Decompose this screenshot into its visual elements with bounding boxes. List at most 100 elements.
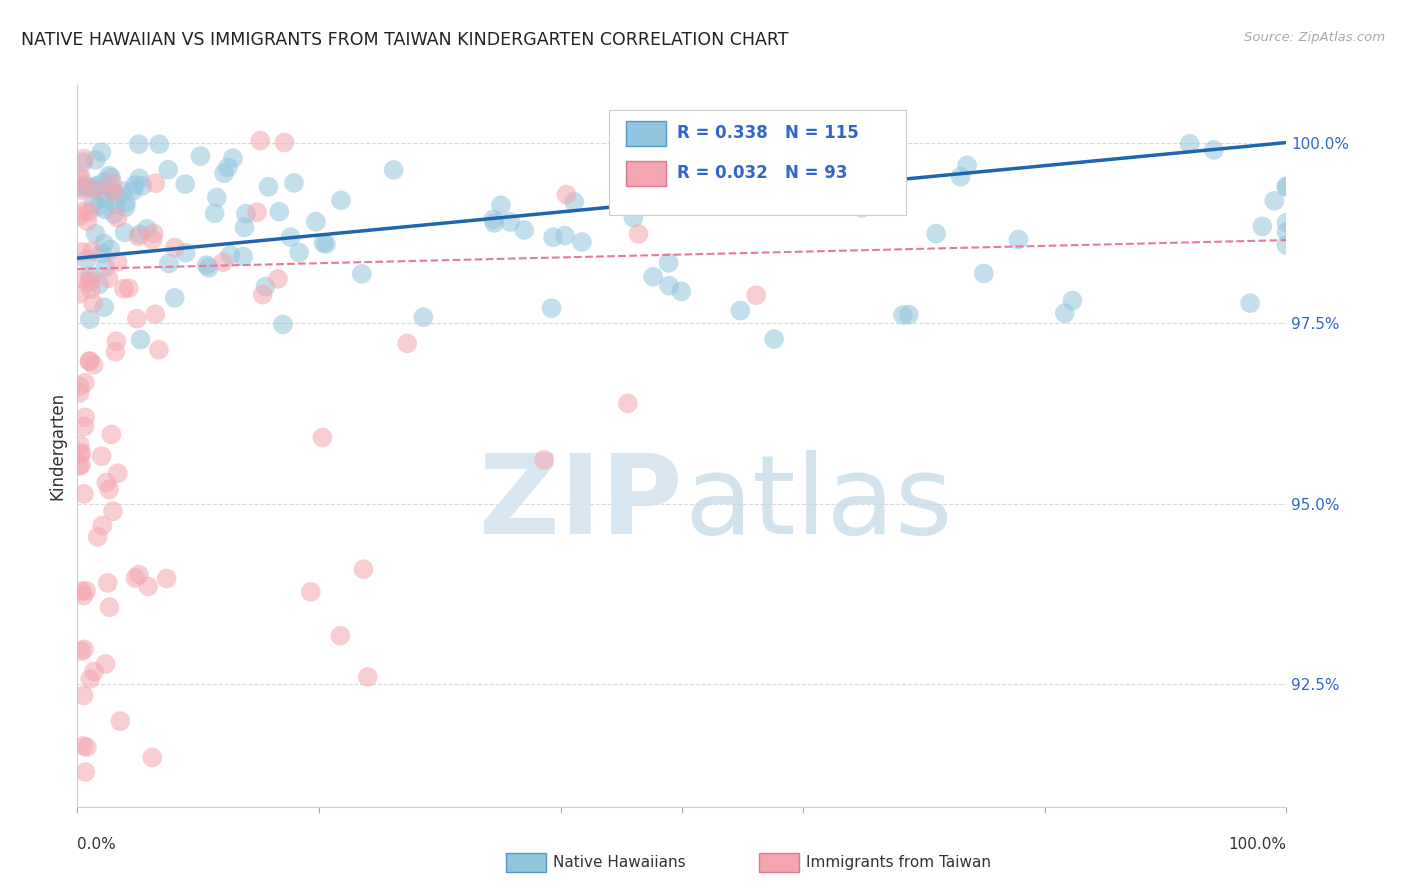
Point: [190, 149, 212, 163]
Point: [163, 240, 186, 254]
Point: [235, 207, 257, 221]
Point: [105, 334, 128, 348]
Point: [124, 571, 146, 585]
Point: [143, 307, 166, 321]
Text: R = 0.032   N = 93: R = 0.032 N = 93: [676, 164, 848, 182]
Point: [136, 221, 159, 235]
Point: [212, 166, 235, 180]
Point: [97, 575, 120, 590]
Point: [1053, 306, 1076, 320]
Point: [148, 343, 170, 357]
Point: [103, 207, 125, 221]
Text: 100.0%: 100.0%: [1229, 837, 1286, 852]
Point: [69, 169, 91, 184]
Point: [94, 202, 117, 217]
Point: [891, 308, 914, 322]
Point: [1275, 216, 1298, 230]
Point: [114, 200, 136, 214]
Point: [69, 438, 91, 452]
Text: Immigrants from Taiwan: Immigrants from Taiwan: [806, 855, 991, 870]
Point: [69, 447, 91, 461]
Point: [69, 458, 91, 473]
Point: [222, 151, 245, 165]
Text: ZIP: ZIP: [478, 450, 682, 558]
Point: [72, 184, 94, 198]
Point: [107, 467, 129, 481]
Point: [513, 223, 536, 237]
Point: [396, 336, 419, 351]
Point: [288, 245, 311, 260]
Point: [1263, 194, 1285, 208]
Point: [254, 279, 277, 293]
Point: [482, 212, 505, 227]
Point: [956, 158, 979, 172]
Point: [69, 286, 91, 301]
Point: [273, 136, 295, 150]
Point: [148, 137, 170, 152]
Point: [730, 303, 752, 318]
Point: [101, 176, 124, 190]
Point: [103, 186, 125, 200]
Point: [541, 230, 564, 244]
Point: [174, 177, 197, 191]
Point: [382, 163, 405, 178]
Point: [80, 273, 103, 287]
Point: [299, 585, 322, 599]
Point: [128, 229, 150, 244]
Point: [763, 332, 786, 346]
Point: [156, 572, 179, 586]
Point: [219, 248, 242, 262]
Point: [72, 155, 94, 169]
Point: [93, 300, 115, 314]
Point: [658, 278, 681, 293]
Point: [72, 181, 94, 195]
Point: [311, 431, 333, 445]
Point: [86, 199, 108, 213]
Y-axis label: Kindergarten: Kindergarten: [48, 392, 66, 500]
Point: [555, 187, 578, 202]
Point: [94, 260, 117, 274]
Point: [70, 446, 93, 460]
Point: [249, 134, 271, 148]
Point: [489, 198, 512, 212]
Point: [91, 175, 114, 189]
Point: [83, 358, 105, 372]
Text: 0.0%: 0.0%: [77, 837, 117, 852]
Point: [617, 396, 640, 410]
Point: [554, 228, 576, 243]
Point: [84, 227, 107, 241]
Point: [100, 427, 122, 442]
Point: [73, 152, 96, 166]
Point: [217, 161, 239, 175]
Point: [72, 245, 94, 260]
Point: [350, 267, 373, 281]
Point: [1007, 232, 1029, 246]
Point: [122, 184, 145, 198]
Point: [312, 235, 335, 250]
Text: NATIVE HAWAIIAN VS IMMIGRANTS FROM TAIWAN KINDERGARTEN CORRELATION CHART: NATIVE HAWAIIAN VS IMMIGRANTS FROM TAIWA…: [21, 31, 789, 49]
Point: [658, 256, 681, 270]
Point: [638, 150, 661, 164]
Point: [174, 245, 197, 260]
Point: [82, 296, 104, 310]
Point: [79, 312, 101, 326]
Point: [621, 211, 644, 225]
Point: [107, 211, 129, 225]
Point: [195, 258, 218, 272]
Point: [233, 220, 256, 235]
Point: [98, 600, 121, 615]
Point: [1202, 143, 1225, 157]
Point: [257, 179, 280, 194]
Point: [212, 255, 235, 269]
Point: [76, 214, 98, 228]
Point: [77, 204, 100, 219]
Point: [1251, 219, 1274, 234]
Point: [484, 216, 506, 230]
Point: [540, 301, 562, 316]
Point: [84, 183, 107, 197]
Point: [925, 227, 948, 241]
Point: [70, 584, 93, 599]
Point: [96, 475, 118, 490]
Point: [197, 260, 219, 275]
Point: [75, 583, 97, 598]
